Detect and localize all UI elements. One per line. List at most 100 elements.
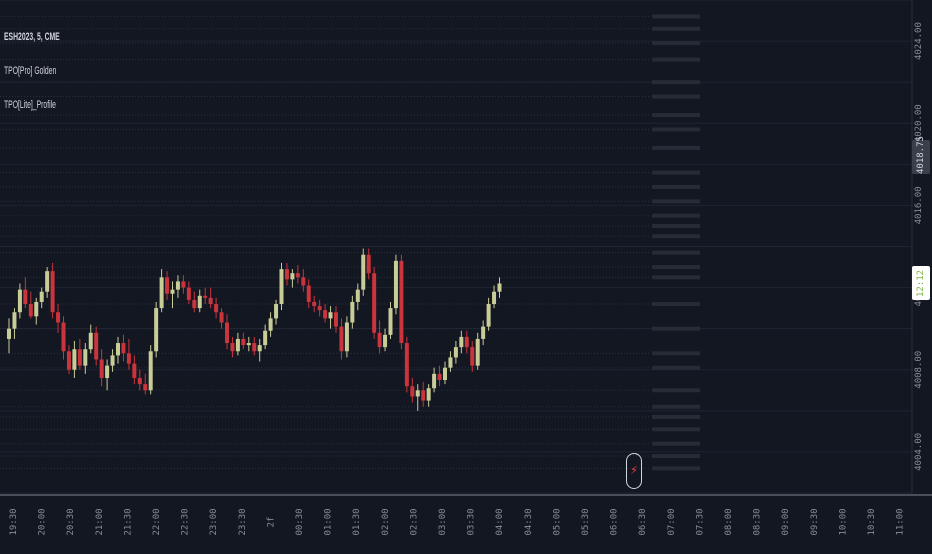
price-axis-label: 4024.00	[914, 22, 924, 60]
candle-body	[492, 291, 497, 305]
candle-body	[306, 285, 311, 302]
candle-body	[17, 289, 22, 313]
candle-body	[219, 312, 224, 323]
price-axis-label: 4020.00	[914, 104, 924, 142]
candle-body	[143, 384, 148, 391]
candle-body	[225, 322, 229, 344]
candle-body	[50, 271, 55, 313]
candle-body	[350, 301, 355, 323]
price-axis-label: 4016.00	[914, 186, 924, 224]
tpo-level-label	[652, 113, 700, 118]
highlight-price-tag: 4018.75	[912, 136, 930, 174]
time-axis-label: 21:30	[123, 508, 133, 535]
time-axis-label: 22:00	[152, 508, 162, 535]
time-axis-label: 02:00	[381, 508, 391, 535]
candle-body	[344, 322, 349, 352]
time-axis-label: 04:30	[524, 508, 534, 535]
legend-symbol[interactable]: ESH2023, 5, CME	[4, 31, 60, 43]
candle-body	[252, 343, 257, 352]
tpo-level-label	[652, 94, 700, 99]
legend-indicator-1[interactable]: TPO[Pro] Golden	[4, 65, 57, 77]
tpo-level-lines	[0, 14, 700, 471]
tpo-level-label	[652, 351, 700, 356]
candle-body	[268, 318, 273, 331]
candle-body	[132, 363, 137, 378]
candle-body	[23, 289, 28, 305]
tpo-level-label	[652, 275, 700, 280]
lightning-icon[interactable]: ⚡	[626, 453, 642, 489]
candle-body	[148, 351, 153, 391]
time-axis-label: 10:00	[838, 508, 848, 535]
candle-body	[448, 357, 453, 368]
candle-body	[470, 347, 475, 366]
candle-body	[12, 312, 17, 329]
candle-body	[399, 260, 404, 344]
time-axis-label: 00:30	[295, 508, 305, 535]
candle-body	[61, 322, 66, 352]
candle-body	[393, 260, 398, 309]
candle-body	[197, 295, 202, 309]
price-axis-label: 4008.00	[914, 351, 924, 389]
candles	[7, 248, 502, 411]
time-axis-label: 02:30	[409, 508, 419, 535]
time-axis-label: 01:00	[324, 508, 334, 535]
tpo-level-label	[652, 234, 700, 239]
candle-body	[110, 355, 115, 366]
time-axis-label: 08:00	[724, 508, 734, 535]
candle-body	[475, 338, 480, 366]
candle-body	[361, 254, 366, 290]
candle-body	[214, 304, 219, 313]
candle-body	[279, 269, 284, 305]
candle-body	[208, 297, 213, 305]
candle-body	[437, 373, 442, 381]
tpo-level-label	[652, 302, 700, 307]
candle-body	[421, 390, 426, 401]
price-axis[interactable]: 4024.004020.004016.004012.004008.004004.…	[911, 0, 924, 493]
tpo-level-label	[652, 326, 700, 331]
candle-body	[28, 304, 33, 317]
grid-lines	[0, 0, 912, 494]
tpo-level-label	[652, 14, 700, 19]
tpo-level-label	[652, 57, 700, 62]
candle-body	[121, 343, 126, 354]
tpo-level-label	[652, 145, 700, 150]
candle-body	[230, 343, 235, 352]
candle-body	[312, 301, 317, 307]
tpo-level-label	[652, 427, 700, 432]
time-axis-label: 20:30	[66, 508, 76, 535]
time-axis-label: 19:30	[9, 508, 19, 535]
candle-body	[383, 334, 388, 348]
time-axis-label: 01:30	[352, 508, 362, 535]
candle-body	[410, 386, 415, 397]
tpo-level-label	[652, 41, 700, 46]
candle-body	[459, 336, 464, 348]
tpo-level-label	[652, 404, 700, 409]
time-axis-label: 20:00	[38, 508, 48, 535]
candle-body	[328, 312, 333, 319]
legend-indicator-2[interactable]: TPO[Lite]_Profile	[4, 99, 56, 111]
candle-body	[388, 308, 393, 335]
time-axis-label: 06:30	[638, 508, 648, 535]
time-axis-label: 06:00	[610, 508, 620, 535]
candle-body	[77, 349, 82, 366]
candle-body	[464, 336, 469, 348]
current-price-tag: 12:12	[912, 266, 930, 300]
tpo-level-label	[652, 199, 700, 204]
candle-body	[274, 304, 279, 319]
candle-body	[203, 295, 208, 298]
time-axis-label: 21:00	[95, 508, 105, 535]
candle-body	[241, 338, 246, 346]
candle-body	[355, 289, 360, 302]
candle-body	[56, 312, 61, 323]
candle-body	[432, 373, 437, 389]
time-axis[interactable]: 19:30 20:00 20:30 21:00 21:30 22:00 22:30 23:00…	[0, 494, 932, 536]
price-axis-label: 4004.00	[914, 433, 924, 471]
tpo-level-label	[652, 441, 700, 446]
time-axis-label: 2f	[266, 517, 276, 528]
time-axis-label: 05:00	[552, 508, 562, 535]
candle-body	[257, 345, 262, 352]
candle-body	[83, 349, 88, 366]
chart-legend: ESH2023, 5, CME TPO[Pro] Golden TPO[Lite…	[4, 30, 60, 132]
